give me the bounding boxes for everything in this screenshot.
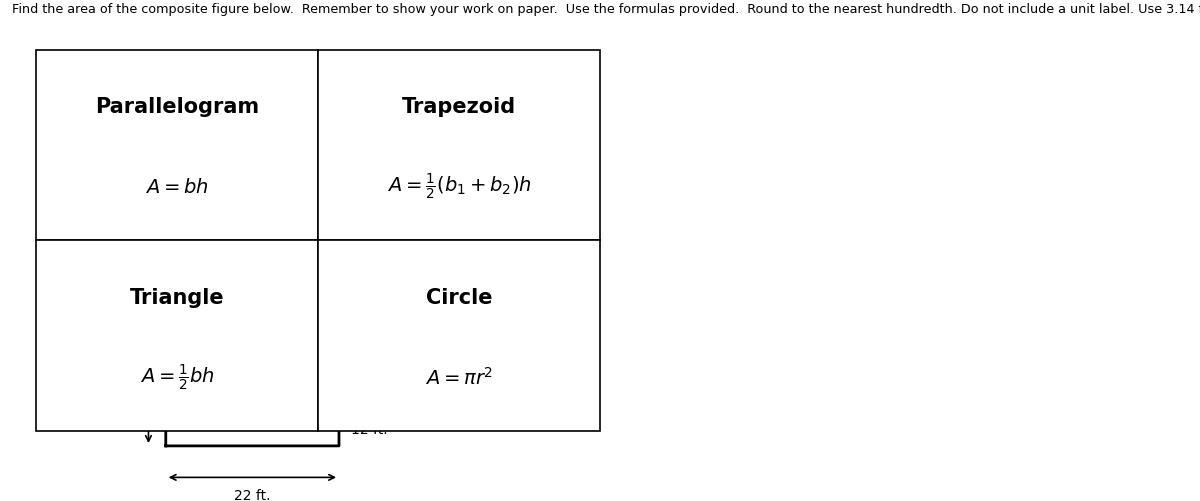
Text: Find the area of the composite figure below.  Remember to show your work on pape: Find the area of the composite figure be…: [12, 3, 1200, 16]
Text: Parallelogram: Parallelogram: [95, 97, 259, 117]
Text: 16 ft.: 16 ft.: [108, 376, 145, 390]
Text: 12 ft.: 12 ft.: [350, 423, 388, 437]
Text: Triangle: Triangle: [130, 288, 224, 308]
Text: $A = \frac{1}{2}bh$: $A = \frac{1}{2}bh$: [139, 363, 215, 393]
Text: Circle: Circle: [426, 288, 492, 308]
Text: $A = bh$: $A = bh$: [145, 178, 209, 197]
Text: 22 ft.: 22 ft.: [234, 489, 271, 501]
Text: $A = \frac{1}{2}(b_1 + b_2)h$: $A = \frac{1}{2}(b_1 + b_2)h$: [386, 172, 532, 202]
Text: Trapezoid: Trapezoid: [402, 97, 516, 117]
Text: 8 ft.: 8 ft.: [179, 296, 208, 310]
Text: $A = \pi r^2$: $A = \pi r^2$: [425, 367, 493, 388]
